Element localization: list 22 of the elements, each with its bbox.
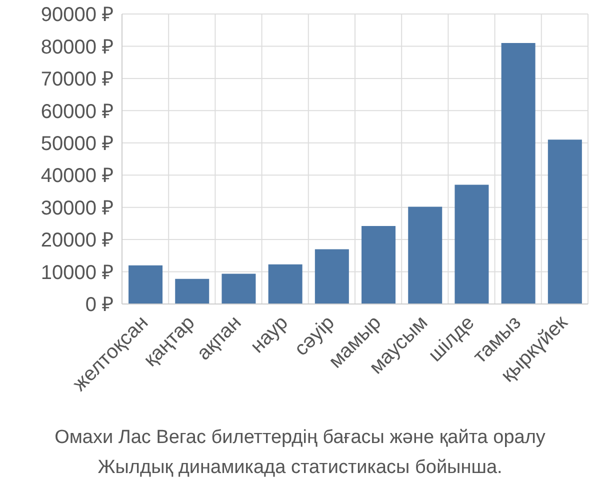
bar: [128, 265, 163, 304]
bar: [454, 184, 489, 304]
y-tick-label: 0 ₽: [85, 294, 114, 316]
bar: [222, 274, 256, 304]
y-tick-label: 70000 ₽: [40, 68, 114, 91]
y-tick-label: 60000 ₽: [40, 100, 114, 123]
y-tick-label: 80000 ₽: [40, 36, 114, 58]
text: Жылдық динамикада статистикасы бойынша.: [96, 456, 504, 480]
bar: [408, 206, 442, 304]
bar: [548, 140, 582, 304]
y-tick-label: 40000 ₽: [40, 165, 114, 188]
bar: [268, 264, 302, 304]
text: Омахи Лас Вегас билеттердің бағасы және қайта оралу: [54, 426, 546, 450]
bar: [314, 249, 349, 304]
y-tick-label: 20000 ₽: [40, 230, 114, 252]
y-tick-label: 30000 ₽: [40, 197, 114, 220]
bar: [175, 278, 210, 304]
y-tick-label: 50000 ₽: [40, 132, 114, 155]
bar: [501, 43, 536, 304]
bar: [362, 226, 396, 304]
y-tick-label: 90000 ₽: [40, 4, 114, 26]
y-tick-label: 10000 ₽: [40, 262, 114, 284]
